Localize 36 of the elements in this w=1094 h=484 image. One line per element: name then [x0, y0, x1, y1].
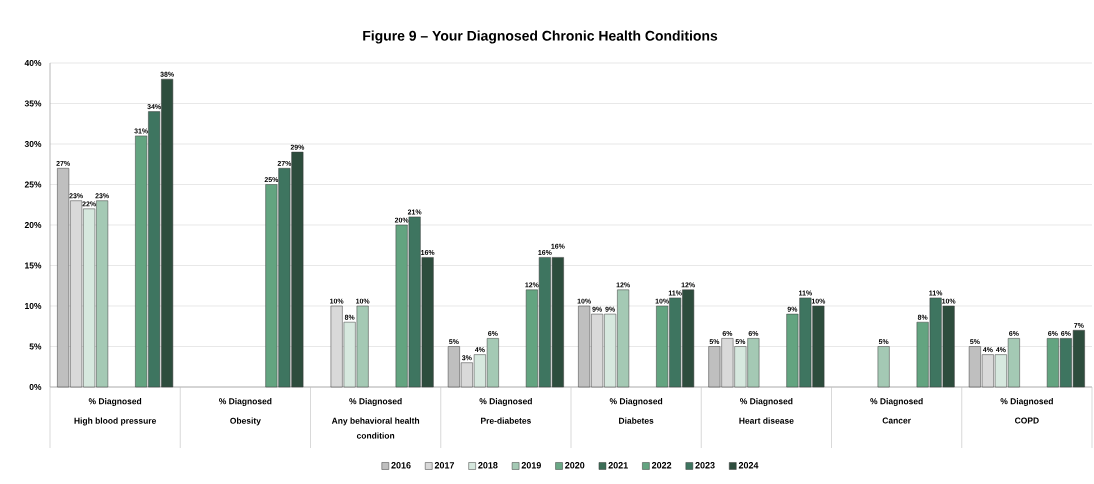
y-tick-label: 10% — [25, 303, 42, 309]
legend-label: 2023 — [695, 462, 715, 469]
text: % Diagnosed — [870, 398, 923, 406]
y-tick-label: 0% — [29, 384, 42, 390]
x-tick-label: High blood pressure — [74, 417, 157, 426]
x-tick-label: Obesity — [230, 417, 261, 426]
legend-label: 2021 — [608, 462, 628, 469]
x-tick-label: Any behavioral health condition — [331, 417, 420, 439]
text: % Diagnosed — [88, 398, 142, 406]
bar — [877, 346, 890, 388]
legend-label: 2019 — [521, 462, 541, 469]
x-tick-label: Cancer — [882, 417, 911, 424]
text: % Diagnosed — [349, 398, 402, 406]
y-tick-label: 15% — [25, 262, 42, 269]
y-tick-label: 40% — [24, 60, 42, 66]
y-tick-label: 25% — [24, 181, 42, 188]
legend-label: 2017 — [434, 462, 455, 469]
x-tick-label: COPD — [1014, 417, 1039, 424]
chart-title: Figure 9 – Your Diagnosed Chronic Health Conditions — [363, 30, 718, 44]
legend-label: 2016 — [391, 462, 411, 469]
legend-label: 2022 — [651, 462, 672, 469]
legend-label: 2024 — [738, 462, 759, 469]
x-tick-label: Pre-diabetes — [481, 417, 531, 424]
y-tick-label: 20% — [24, 222, 42, 228]
legend-label: 2020 — [565, 462, 585, 469]
text: % Diagnosed — [218, 398, 272, 406]
text: % Diagnosed — [609, 398, 663, 406]
y-tick-label: 35% — [24, 100, 42, 107]
text: % Diagnosed — [1000, 398, 1053, 406]
x-tick-label: Heart disease — [739, 417, 794, 424]
text: % Diagnosed — [740, 398, 793, 406]
y-tick-label: 5% — [29, 343, 42, 350]
x-tick-label: Diabetes — [619, 417, 654, 424]
text: % Diagnosed — [479, 398, 532, 406]
legend-label: 2018 — [478, 462, 498, 469]
y-tick-label: 30% — [24, 141, 42, 147]
